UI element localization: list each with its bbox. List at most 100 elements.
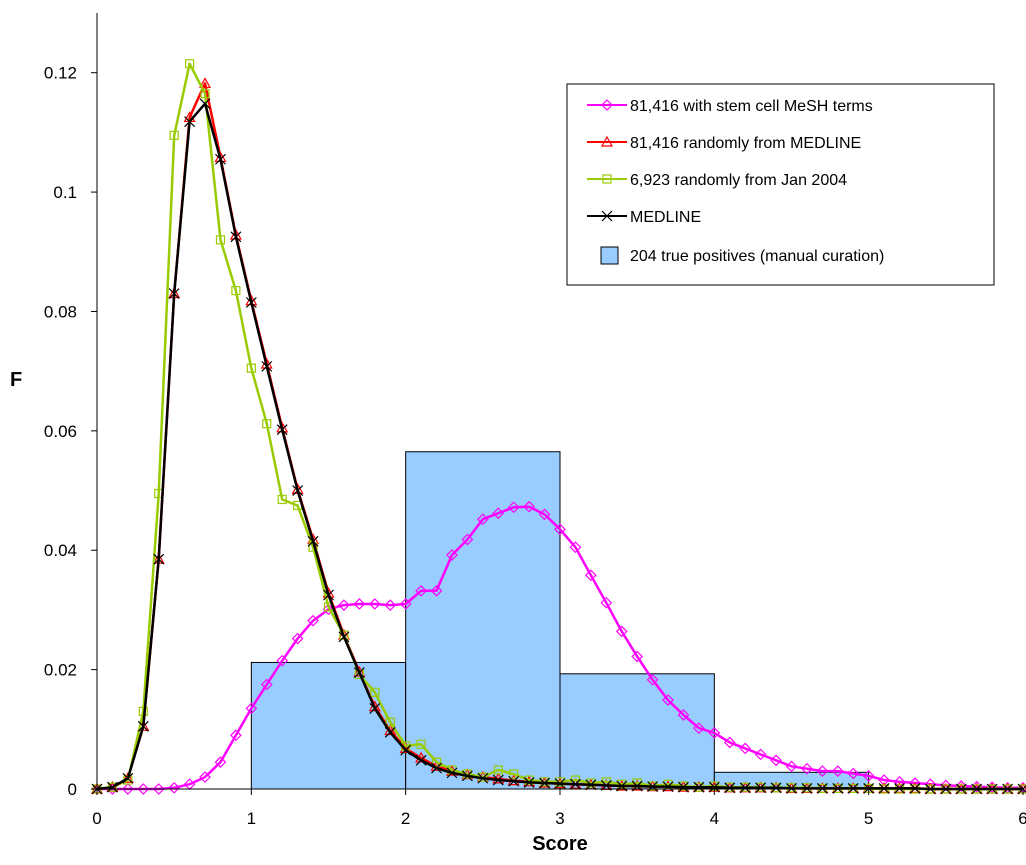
data-point [400,744,412,756]
histogram-bar [405,451,561,790]
legend-box [566,83,995,286]
data-point [492,507,505,520]
data-point [585,779,597,791]
x-tick-label: 6 [1018,809,1026,828]
data-point [415,754,427,766]
legend-swatch [600,246,619,265]
data-point [461,533,474,546]
x-tick-label: 0 [92,809,101,828]
data-point [801,782,813,794]
data-point [678,781,689,793]
data-point [539,777,550,789]
data-point [215,153,226,165]
data-point [230,729,242,742]
data-point [137,720,149,732]
data-point [152,783,165,795]
y-axis-title: F [10,369,22,391]
data-point [368,598,381,610]
data-point [184,116,196,128]
y-tick-label: 0.06 [44,422,77,441]
data-point [153,553,165,565]
data-point [555,777,565,787]
data-point [200,88,210,99]
series-group [91,98,1026,795]
data-point [323,589,334,601]
data-point [538,508,551,521]
data-point [137,783,150,795]
data-point [524,775,534,785]
data-point [493,765,503,775]
data-point [507,501,520,514]
data-point [415,584,427,597]
data-point [399,598,412,610]
data-point [307,614,319,627]
data-point [909,782,921,794]
legend: 81,416 with stem cell MeSH terms 81,416 r… [566,83,995,286]
data-point [708,727,721,739]
data-point [585,569,597,582]
data-point [508,775,520,787]
data-point [662,781,674,793]
x-tick-label: 2 [401,809,410,828]
data-point [523,500,535,513]
x-tick-label: 4 [710,809,719,828]
series-lines [90,59,1026,795]
data-point [569,541,582,554]
data-point [446,767,458,779]
data-point [601,210,613,222]
data-point [385,717,395,727]
data-point [617,779,627,789]
data-point [168,781,181,794]
x-tick-label: 1 [247,809,256,828]
x-tick-label: 5 [864,809,873,828]
data-point [847,782,859,794]
data-point [277,494,287,505]
axes: 0 0.02 0.04 0.06 0.08 0.1 0.12 0 1 2 3 4 5 6 [44,13,1026,828]
data-point [245,702,258,715]
histogram-bars [250,451,870,790]
series-line [97,505,1023,791]
data-point [770,782,782,794]
data-point [169,130,179,140]
data-point [863,782,875,794]
data-point [693,722,705,734]
data-point [786,782,797,794]
data-point [338,631,350,643]
data-point [602,174,612,184]
data-point [384,726,396,738]
data-point [384,599,397,611]
data-point [755,782,767,794]
y-tick-label: 0.02 [44,661,77,680]
y-tick-label: 0.04 [44,541,77,560]
data-point [431,762,442,774]
data-point [353,598,366,610]
data-point [461,770,473,782]
legend-label: 204 true positives (manual curation) [630,248,884,265]
data-point [570,778,581,790]
data-point [708,781,720,793]
data-point [601,99,613,111]
x-tick-label: 3 [555,809,564,828]
data-point [723,736,736,749]
data-point [416,739,426,749]
data-point [847,767,860,780]
y-tick-label: 0.08 [44,302,77,321]
data-point [199,771,211,783]
data-point [663,779,673,789]
data-point [230,231,242,243]
data-point [615,625,628,638]
data-point [739,782,751,794]
data-point [832,782,844,794]
data-point [955,780,968,792]
data-point [338,599,350,611]
legend-label: 81,416 randomly from MEDLINE [630,135,861,152]
data-point [369,702,381,714]
histogram-bar [559,673,715,790]
data-point [107,781,118,793]
y-tick-label: 0.12 [44,64,77,83]
series-group [91,500,1026,795]
data-point [509,769,519,779]
data-point [353,667,365,679]
data-point [586,778,596,788]
